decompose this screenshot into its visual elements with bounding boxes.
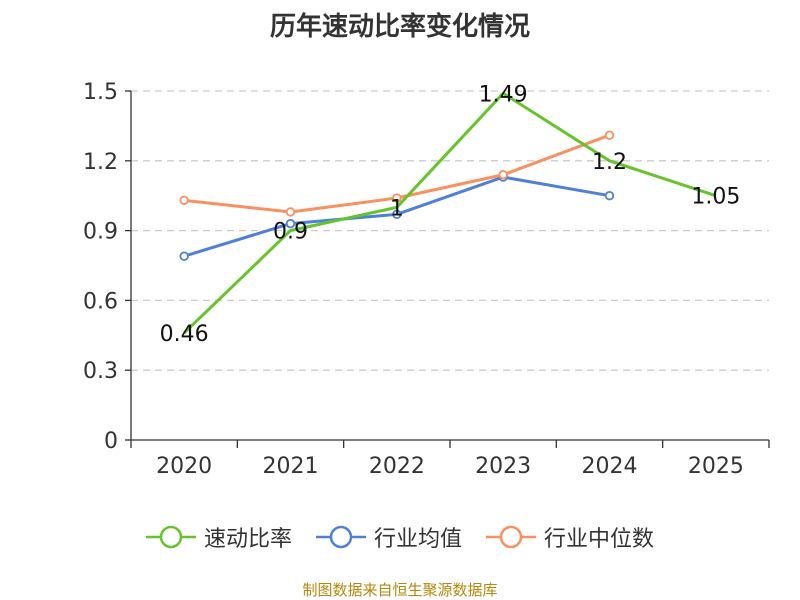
legend-marker-icon [315, 525, 366, 549]
legend-item[interactable]: 行业均值 [315, 521, 462, 553]
data-point [285, 207, 296, 217]
data-label: 1 [390, 196, 404, 221]
chart-title: 历年速动比率变化情况 [269, 12, 530, 42]
data-label: 1.2 [592, 150, 627, 175]
legend-label: 速动比率 [203, 527, 292, 552]
data-point [604, 190, 615, 201]
data-point [604, 130, 615, 140]
y-tick-label: 0.6 [83, 289, 118, 314]
y-tick-label: 1.5 [83, 80, 118, 105]
legend-marker-icon [145, 525, 196, 549]
y-tick-label: 0.9 [83, 220, 118, 245]
x-tick-label: 2024 [582, 454, 638, 479]
series-line-速动比率 [183, 91, 717, 335]
legend-item[interactable]: 行业中位数 [486, 521, 654, 553]
y-tick-label: 0 [104, 429, 118, 454]
data-label: 1.49 [479, 82, 528, 107]
data-point [498, 170, 508, 180]
x-tick-label: 2020 [156, 454, 212, 479]
x-tick-label: 2021 [263, 454, 319, 479]
x-tick-label: 2022 [369, 454, 425, 479]
y-tick-label: 1.2 [83, 150, 118, 175]
legend: 速动比率 行业均值 行业中位数 [0, 520, 800, 554]
source-note: 制图数据来自恒生聚源数据库 [302, 581, 498, 599]
data-label: 0.46 [160, 322, 209, 347]
x-tick-label: 2025 [688, 454, 744, 479]
data-point [392, 209, 402, 220]
data-point [392, 193, 402, 203]
data-label: 1.05 [691, 185, 740, 210]
legend-label: 行业中位数 [544, 527, 655, 552]
legend-marker-icon [486, 525, 536, 549]
data-point [179, 195, 189, 206]
y-tick-label: 0.3 [83, 359, 118, 384]
x-tick-label: 2023 [475, 454, 531, 479]
data-label: 0.9 [273, 220, 308, 245]
legend-label: 行业均值 [373, 527, 462, 552]
data-point [285, 218, 296, 229]
legend-item[interactable]: 速动比率 [145, 521, 292, 553]
data-point [179, 251, 189, 261]
